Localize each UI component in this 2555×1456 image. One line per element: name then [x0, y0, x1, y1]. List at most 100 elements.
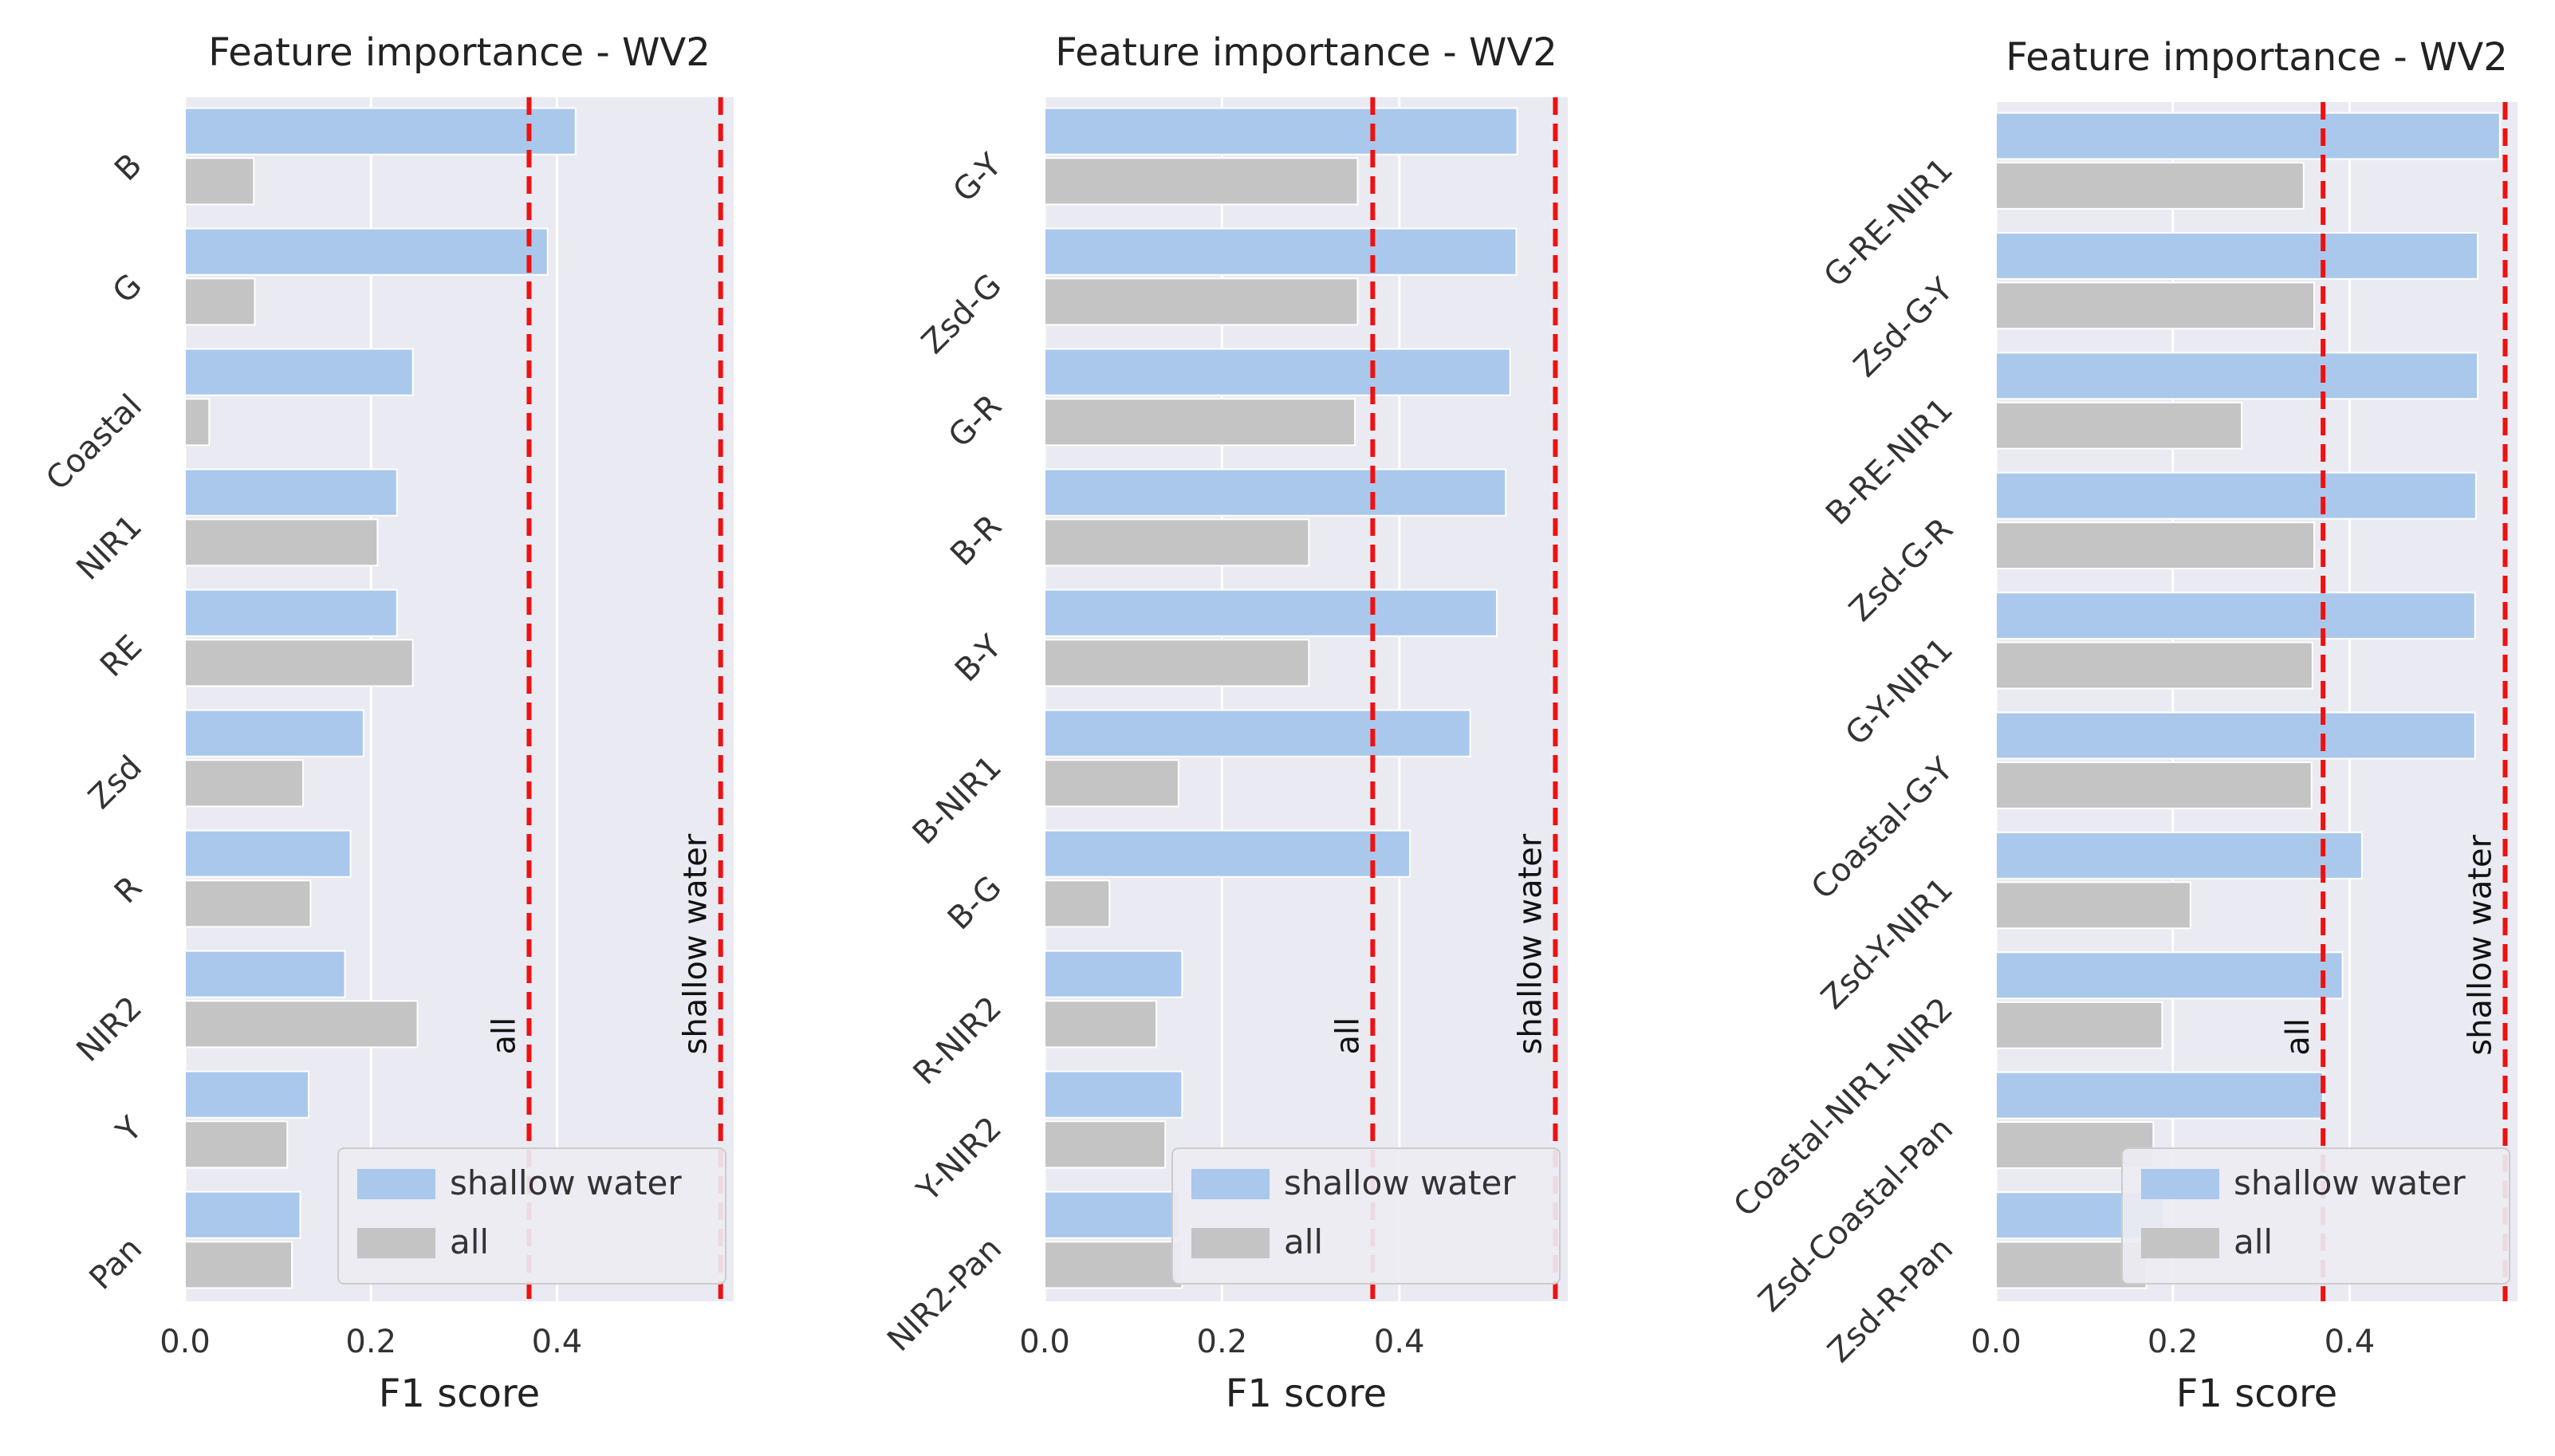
y-tick-label: Zsd-G: [915, 267, 1009, 361]
legend-label: shallow water: [450, 1163, 682, 1202]
x-tick-label: 0.2: [345, 1324, 396, 1360]
x-tick-label: 0.4: [532, 1324, 583, 1360]
bar-shallow-water: [1044, 348, 1511, 396]
bar-all: [184, 1120, 289, 1169]
y-tick-label: B-RE-NIR1: [1819, 392, 1960, 533]
legend-swatch: [2141, 1228, 2219, 1258]
bar-all: [1995, 1001, 2163, 1049]
bar-all: [184, 277, 256, 326]
y-tick-label: Zsd: [81, 749, 149, 817]
legend: shallow water all: [337, 1147, 726, 1285]
bar-all: [184, 1241, 293, 1289]
y-tick-label: B-Y: [948, 628, 1009, 689]
bar-all: [184, 1000, 419, 1049]
y-tick-label: B: [108, 147, 149, 188]
y-tick-label: Zsd-G-Y: [1847, 271, 1960, 384]
bar-shallow-water: [1044, 1190, 1181, 1239]
y-tick-label: B-G: [941, 869, 1009, 937]
y-tick-label: G-RE-NIR1: [1817, 152, 1961, 295]
reference-line-label: all: [2280, 1018, 2317, 1056]
x-tick-label: 0.2: [2148, 1324, 2199, 1360]
bar-shallow-water: [1995, 592, 2476, 640]
legend-swatch: [1191, 1228, 1270, 1258]
y-tick-label: B-R: [943, 508, 1009, 573]
x-tick-label: 0.0: [1019, 1324, 1070, 1360]
y-tick-label: RE: [93, 628, 149, 684]
chart-3: 0.0 0.2 0.4 G-RE-NIR1Zsd-G-YB-RE-NIR1Zsd-G-…: [1726, 35, 2518, 1416]
reference-line-label: shallow water: [1512, 833, 1549, 1054]
chart-title: Feature importance - WV2: [2006, 35, 2508, 80]
bar-shallow-water: [184, 468, 398, 517]
bar-shallow-water: [1995, 951, 2344, 1000]
legend-label: all: [1284, 1222, 1323, 1261]
y-tick-label: R: [108, 869, 149, 911]
bar-all: [1995, 281, 2316, 330]
bar-all: [184, 518, 379, 567]
legend: shallow water all: [1171, 1147, 1561, 1285]
bar-all: [1044, 398, 1356, 447]
y-tick-label: Y-NIR2: [910, 1110, 1010, 1210]
bar-shallow-water: [184, 227, 549, 276]
legend-label: shallow water: [1284, 1163, 1516, 1202]
legend: shallow water all: [2121, 1147, 2510, 1285]
bar-shallow-water: [184, 1070, 310, 1119]
y-tick-label: G-R: [942, 388, 1009, 455]
bar-shallow-water: [1995, 831, 2363, 880]
bar-shallow-water: [184, 950, 346, 998]
legend-swatch: [1191, 1169, 1270, 1199]
bar-all: [1044, 759, 1179, 808]
y-tick-label: B-NIR1: [906, 749, 1009, 852]
bar-all: [184, 398, 211, 447]
x-axis-label: F1 score: [379, 1371, 540, 1416]
legend-label: shallow water: [2234, 1163, 2466, 1202]
bar-all: [184, 759, 305, 808]
reference-line-label: shallow water: [678, 833, 715, 1054]
bar-all: [184, 157, 255, 206]
y-tick-label: NIR2: [69, 990, 149, 1069]
x-tick-label: 0.4: [2325, 1324, 2376, 1360]
bar-shallow-water: [1995, 112, 2501, 160]
chart-2: 0.0 0.2 0.4 G-Y Zsd-G G-R B-R B-Y B-NIR1 B-G R-NIR…: [880, 30, 1568, 1416]
bar-all: [1044, 157, 1359, 206]
y-tick-label: Zsd-G-R: [1842, 511, 1960, 629]
bar-all: [1995, 401, 2243, 450]
legend-swatch: [2141, 1169, 2219, 1199]
bar-shallow-water: [1044, 227, 1518, 276]
bar-all: [1995, 161, 2305, 210]
y-tick-label: G-Y: [946, 147, 1009, 210]
bar-all: [1995, 761, 2313, 809]
x-tick-label: 0.4: [1374, 1324, 1425, 1360]
bar-all: [1995, 881, 2191, 930]
x-tick-label: 0.2: [1197, 1324, 1248, 1360]
y-tick-label: NIR1: [69, 508, 149, 588]
bar-shallow-water: [184, 1190, 301, 1239]
y-tick-label: G-Y-NIR1: [1839, 631, 1961, 753]
bar-all: [1044, 1120, 1167, 1169]
bar-shallow-water: [1995, 711, 2476, 760]
bar-all: [1044, 1000, 1158, 1049]
bar-shallow-water: [184, 107, 577, 155]
bar-shallow-water: [1995, 231, 2479, 280]
y-tick-label: R-NIR2: [907, 990, 1009, 1092]
bar-all: [1995, 641, 2313, 690]
bar-all: [1044, 880, 1111, 928]
y-tick-label: NIR2-Pan: [880, 1230, 1009, 1359]
bar-shallow-water: [184, 348, 414, 396]
bar-shallow-water: [1995, 1071, 2325, 1120]
y-tick-label: Coastal-NIR1-NIR2: [1726, 991, 1960, 1225]
reference-line-label: all: [1329, 1017, 1366, 1055]
bar-shallow-water: [1995, 352, 2479, 400]
chart-title: Feature importance - WV2: [208, 30, 711, 75]
y-tick-label: G: [106, 267, 149, 310]
bar-shallow-water: [1044, 107, 1518, 155]
bar-all: [1044, 277, 1359, 326]
legend-label: all: [450, 1222, 489, 1261]
chart-title: Feature importance - WV2: [1055, 30, 1557, 75]
bar-all: [1995, 521, 2316, 570]
x-axis-label: F1 score: [1226, 1371, 1387, 1416]
bar-shallow-water: [184, 709, 364, 758]
bar-shallow-water: [1044, 950, 1183, 998]
bar-all: [1044, 1241, 1183, 1289]
